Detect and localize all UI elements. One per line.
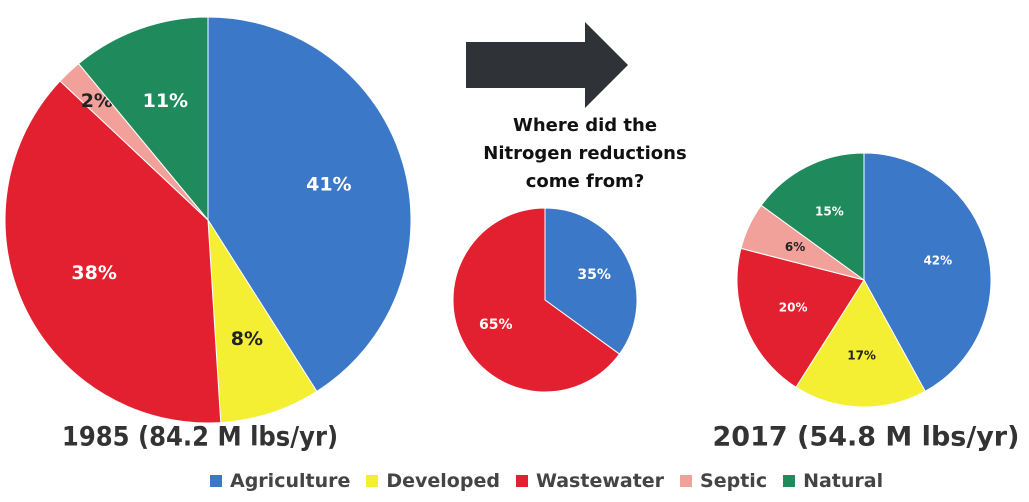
question-title: Where did the Nitrogen reductions come f…: [483, 115, 687, 192]
legend-swatch: [680, 475, 693, 487]
chart-title: 1985 (84.2 M lbs/yr): [62, 422, 338, 453]
pie-slice: [863, 152, 992, 392]
data-label: 8%: [231, 328, 263, 350]
data-label: 15%: [815, 205, 844, 219]
legend-label: Developed: [386, 470, 500, 492]
legend-swatch: [210, 475, 222, 487]
legend-label: Wastewater: [535, 470, 665, 492]
pie-slice: [4, 80, 222, 424]
legend-label: Agriculture: [230, 470, 351, 492]
data-label: 20%: [779, 301, 808, 315]
data-label: 38%: [71, 262, 116, 284]
legend-swatch: [366, 475, 379, 487]
legend-label: Septic: [700, 470, 768, 492]
data-label: 35%: [577, 267, 611, 283]
legend-item: Developed: [366, 470, 500, 492]
pie-slice: [544, 207, 638, 355]
pie-slice: [736, 247, 865, 388]
legend-label: Natural: [803, 470, 884, 492]
data-label: 41%: [306, 173, 351, 195]
chart-title: 2017 (54.8 M lbs/yr): [713, 422, 1020, 453]
pie-slice: [760, 152, 865, 281]
legend-swatch: [783, 475, 796, 487]
data-label: 65%: [479, 317, 513, 333]
data-label: 17%: [847, 349, 876, 363]
legend-swatch: [515, 475, 528, 487]
legend: Agriculture Developed Wastewater Septic Natu…: [210, 470, 960, 492]
legend-item: Septic: [680, 470, 767, 492]
legend-item: Wastewater: [515, 470, 665, 492]
pie-slice: [207, 219, 318, 424]
data-label: 6%: [785, 240, 805, 254]
data-label: 42%: [923, 254, 952, 268]
pie-slice: [795, 279, 926, 408]
data-label: 11%: [143, 90, 188, 112]
arrow: [466, 22, 628, 108]
pie-slice: [207, 16, 412, 393]
pie-slice: [77, 16, 209, 222]
pie-slice: [452, 207, 621, 393]
legend-item: Agriculture: [210, 470, 350, 492]
legend-item: Natural: [783, 470, 883, 492]
